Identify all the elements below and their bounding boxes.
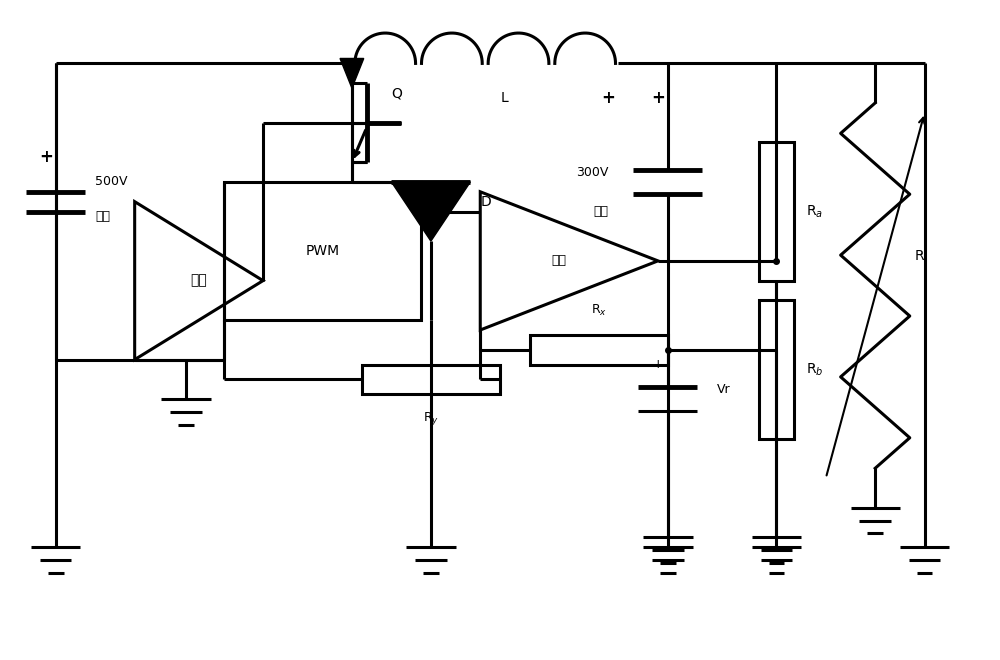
Text: R$_b$: R$_b$ xyxy=(806,361,823,378)
Text: PWM: PWM xyxy=(305,244,339,258)
Text: 滞环: 滞环 xyxy=(552,254,567,267)
Text: R: R xyxy=(915,249,924,263)
Bar xyxy=(224,182,421,320)
Polygon shape xyxy=(391,182,470,241)
Text: Vr: Vr xyxy=(717,383,731,396)
Text: +: + xyxy=(651,89,665,107)
Bar xyxy=(759,143,794,280)
Text: Q: Q xyxy=(391,86,402,100)
Text: 驱动: 驱动 xyxy=(190,274,207,288)
Text: 电容: 电容 xyxy=(95,210,110,223)
Text: 500V: 500V xyxy=(95,176,128,188)
Text: R$_y$: R$_y$ xyxy=(423,411,439,428)
Text: +: + xyxy=(602,89,616,107)
Text: +: + xyxy=(39,148,53,166)
Text: D: D xyxy=(480,195,491,209)
Text: L: L xyxy=(501,91,509,105)
Bar xyxy=(530,335,668,364)
Text: R$_a$: R$_a$ xyxy=(806,203,823,220)
Polygon shape xyxy=(340,59,364,88)
Text: R$_x$: R$_x$ xyxy=(591,303,607,318)
Text: 电容: 电容 xyxy=(594,205,609,218)
Bar xyxy=(362,364,500,394)
Bar xyxy=(759,300,794,439)
Text: +: + xyxy=(653,358,663,371)
Text: 300V: 300V xyxy=(576,166,609,178)
